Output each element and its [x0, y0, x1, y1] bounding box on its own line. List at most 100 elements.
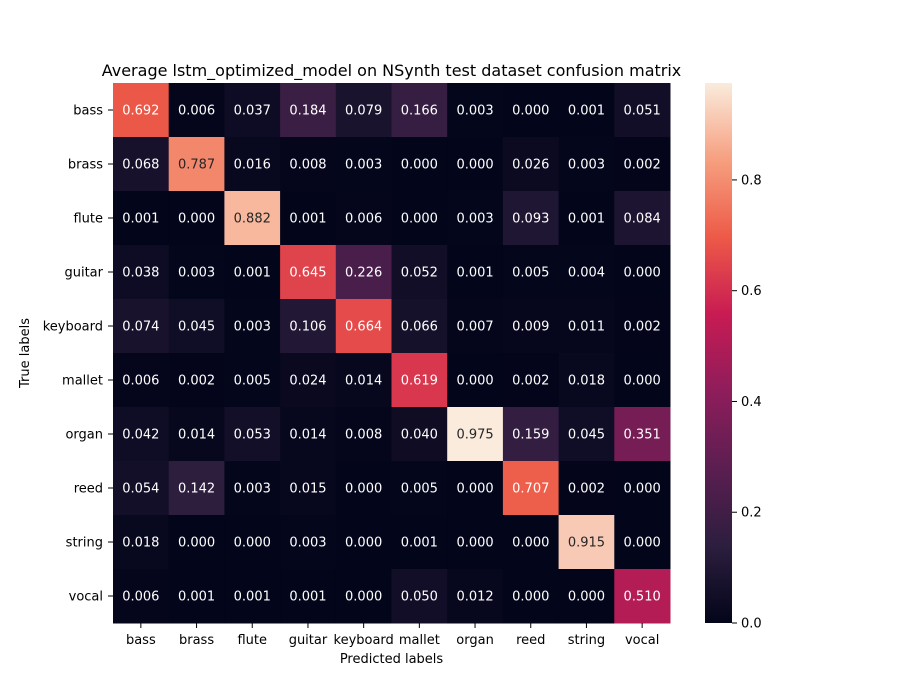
- cell-value-label: 0.006: [122, 590, 159, 605]
- cell-value-label: 0.001: [234, 266, 271, 281]
- heatmap-cell: [113, 137, 170, 192]
- cell-value-label: 0.003: [456, 104, 493, 119]
- heatmap-cell: [614, 245, 671, 300]
- heatmap-cell: [224, 353, 281, 408]
- heatmap-cell: [335, 245, 392, 300]
- heatmap-cell: [558, 83, 615, 138]
- cell-value-label: 0.159: [512, 428, 549, 443]
- cell-value-label: 0.009: [512, 320, 549, 335]
- cell-value-label: 0.053: [234, 428, 271, 443]
- cell-value-label: 0.045: [568, 428, 605, 443]
- heatmap-cell: [113, 407, 170, 462]
- heatmap-cell: [391, 515, 448, 570]
- cell-value-label: 0.052: [401, 266, 438, 281]
- heatmap-cell: [502, 515, 560, 570]
- heatmap-cell: [113, 515, 170, 570]
- cell-value-label: 0.003: [234, 320, 271, 335]
- colorbar-tick-label: 0.6: [741, 284, 762, 299]
- cell-value-label: 0.008: [345, 428, 382, 443]
- cell-value-label: 0.000: [401, 158, 438, 173]
- heatmap-cell: [335, 407, 392, 462]
- y-axis-label: True labels: [18, 318, 33, 389]
- cell-value-label: 0.000: [178, 212, 215, 227]
- heatmap-cell: [502, 353, 560, 408]
- cell-value-label: 0.026: [512, 158, 549, 173]
- heatmap-cell: [168, 137, 225, 192]
- colorbar-tick-label: 0.2: [741, 506, 762, 521]
- cell-value-label: 0.074: [122, 320, 159, 335]
- cell-value-label: 0.050: [401, 590, 438, 605]
- cell-value-label: 0.005: [234, 374, 271, 389]
- heatmap-cell: [335, 299, 392, 354]
- cell-value-label: 0.003: [289, 536, 326, 551]
- cell-value-label: 0.014: [345, 374, 382, 389]
- cell-value-label: 0.002: [624, 158, 661, 173]
- colorbar-tick-label: 0.4: [741, 395, 762, 410]
- heatmap-cell: [558, 407, 615, 462]
- heatmap-cell: [280, 83, 337, 138]
- heatmap-cell: [391, 137, 448, 192]
- cell-value-label: 0.014: [178, 428, 215, 443]
- heatmap-cell: [614, 83, 671, 138]
- cell-value-label: 0.045: [178, 320, 215, 335]
- x-tick-label: reed: [516, 633, 545, 648]
- cell-value-label: 0.000: [624, 266, 661, 281]
- cell-value-label: 0.692: [122, 104, 159, 119]
- cell-value-label: 0.000: [512, 104, 549, 119]
- heatmap-cell: [447, 245, 504, 300]
- cell-value-label: 0.001: [568, 212, 605, 227]
- heatmap-cell: [391, 191, 448, 246]
- heatmap-cell: [224, 407, 281, 462]
- heatmap-cell: [224, 569, 281, 624]
- cell-value-label: 0.005: [401, 482, 438, 497]
- heatmap-cell: [168, 245, 225, 300]
- y-tick-label: reed: [74, 482, 103, 497]
- cell-value-label: 0.915: [568, 536, 605, 551]
- heatmap-cell: [614, 407, 671, 462]
- cell-value-label: 0.645: [289, 266, 326, 281]
- heatmap-cell: [502, 299, 560, 354]
- heatmap-cell: [614, 137, 671, 192]
- heatmap-cell: [391, 407, 448, 462]
- heatmap-cell: [614, 569, 671, 624]
- y-tick-label: organ: [65, 428, 103, 443]
- cell-value-label: 0.079: [345, 104, 382, 119]
- cell-value-label: 0.707: [512, 482, 549, 497]
- heatmap-cell: [447, 515, 504, 570]
- heatmap-cell: [224, 461, 281, 516]
- colorbar-gradient: [705, 83, 732, 623]
- cell-value-label: 0.166: [401, 104, 438, 119]
- heatmap-cell: [113, 245, 170, 300]
- heatmap-cell: [558, 515, 615, 570]
- heatmap-cell: [280, 137, 337, 192]
- heatmap-cell: [502, 137, 560, 192]
- cell-value-label: 0.000: [624, 374, 661, 389]
- cell-value-label: 0.084: [624, 212, 661, 227]
- cell-value-label: 0.007: [456, 320, 493, 335]
- heatmap-cell: [391, 83, 448, 138]
- heatmap-cell: [113, 569, 170, 624]
- heatmap-cell: [168, 299, 225, 354]
- heatmap-cell: [391, 245, 448, 300]
- cell-value-label: 0.001: [289, 212, 326, 227]
- x-axis: bass brass flute guitar keyboard mallet organ r…: [126, 623, 659, 648]
- heatmap-cell: [335, 83, 392, 138]
- cell-value-label: 0.000: [234, 536, 271, 551]
- y-tick-label: keyboard: [43, 320, 103, 335]
- heatmap-cell: [502, 83, 560, 138]
- y-tick-label: guitar: [64, 266, 103, 281]
- y-tick-label: vocal: [69, 590, 103, 605]
- cell-value-label: 0.000: [345, 536, 382, 551]
- y-axis: bass brass flute guitar keyboard mallet organ r…: [43, 104, 113, 605]
- heatmap-cell: [224, 191, 281, 246]
- heatmap-cell: [168, 461, 225, 516]
- heatmap-cell: [224, 245, 281, 300]
- cell-value-label: 0.000: [178, 536, 215, 551]
- heatmap-cell: [168, 569, 225, 624]
- heatmap-cell: [280, 191, 337, 246]
- heatmap-cell: [335, 461, 392, 516]
- cell-value-label: 0.000: [624, 482, 661, 497]
- cell-value-label: 0.002: [624, 320, 661, 335]
- heatmap-cell: [502, 569, 560, 624]
- heatmap-cell: [280, 245, 337, 300]
